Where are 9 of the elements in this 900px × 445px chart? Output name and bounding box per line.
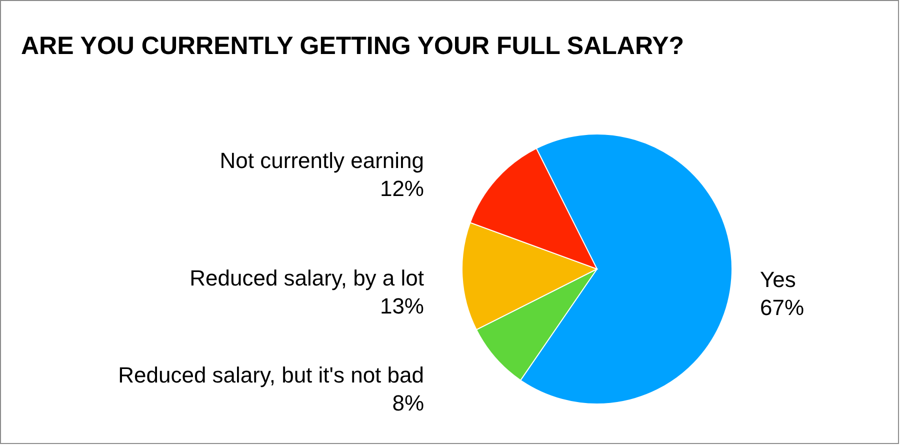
data-label: 8% bbox=[392, 390, 424, 416]
data-label: 13% bbox=[380, 293, 424, 318]
data-label: 67% bbox=[760, 295, 804, 320]
slice-label: Reduced salary, by a lot bbox=[190, 265, 424, 290]
slice-label: Reduced salary, but it's not bad bbox=[118, 362, 424, 388]
slice-label: Not currently earning bbox=[220, 148, 424, 174]
data-label: 12% bbox=[380, 176, 424, 202]
slice-label: Yes bbox=[760, 267, 796, 292]
chart-title: ARE YOU CURRENTLY GETTING YOUR FULL SALARY? bbox=[21, 32, 684, 60]
